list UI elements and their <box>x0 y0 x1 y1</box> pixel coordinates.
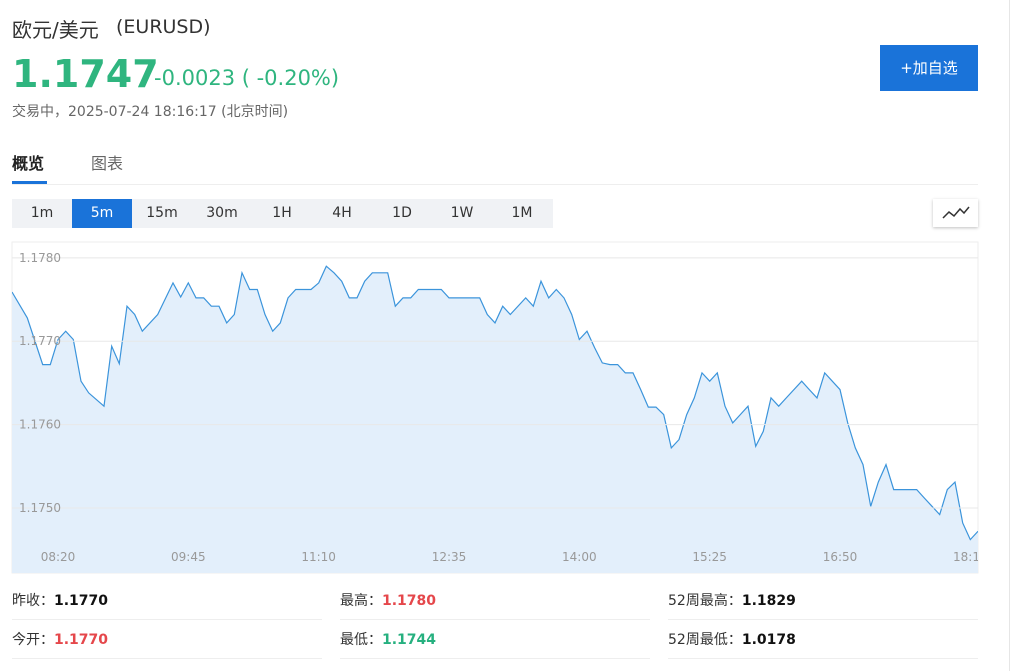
stat-divider <box>12 658 322 659</box>
stat-label: 今开： <box>12 632 54 648</box>
stat-divider <box>668 619 978 620</box>
tab[interactable]: 概览 <box>12 154 45 173</box>
price-line <box>12 265 978 541</box>
stat-item: 最低：1.1744 <box>340 629 436 649</box>
stat-value: 1.1780 <box>382 593 437 609</box>
stat-divider <box>668 658 978 659</box>
y-tick-label: 1.1760 <box>19 418 61 432</box>
stat-value: 1.1770 <box>54 632 109 648</box>
price-change: -0.0023 ( -0.20%) <box>154 66 340 90</box>
stat-item: 最高：1.1780 <box>340 590 436 610</box>
tab-divider <box>12 184 978 185</box>
interval-button[interactable]: 1W <box>450 205 474 221</box>
area-fill <box>12 266 978 573</box>
chart-style-icon <box>942 206 970 219</box>
interval-button[interactable]: 5m <box>72 199 132 228</box>
interval-button[interactable]: 1H <box>272 205 292 221</box>
x-tick-label: 12:35 <box>432 550 467 564</box>
y-tick-label: 1.1770 <box>19 334 61 348</box>
y-tick-label: 1.1750 <box>19 501 61 515</box>
chart-style-button[interactable] <box>933 199 978 227</box>
stat-divider <box>340 658 650 659</box>
stat-value: 1.0178 <box>741 632 796 648</box>
tab[interactable]: 图表 <box>91 154 124 173</box>
scroll-edge <box>1009 0 1010 671</box>
x-tick-label: 09:45 <box>171 550 206 564</box>
add-watchlist-button[interactable]: +加自选 <box>880 45 978 91</box>
stat-item: 52周最低：1.0178 <box>668 629 796 649</box>
stat-value: 1.1744 <box>382 632 437 648</box>
x-tick-label: 15:25 <box>692 550 727 564</box>
x-tick-label: 18:15 <box>953 550 988 564</box>
interval-button[interactable]: 15m <box>146 205 178 221</box>
x-tick-label: 11:10 <box>301 550 336 564</box>
y-tick-label: 1.1780 <box>19 251 61 265</box>
price: 1.1747 <box>12 52 159 96</box>
x-tick-label: 16:50 <box>823 550 858 564</box>
stat-value: 1.1829 <box>741 593 796 609</box>
chart: 1.1780 1.1770 1.1760 1.1750 08:20 09:45 11:10 1… <box>11 241 988 574</box>
stat-item: 今开：1.1770 <box>12 629 108 649</box>
stat-label: 52周最高： <box>668 593 742 609</box>
interval-button[interactable]: 1m <box>30 205 54 221</box>
interval-button[interactable]: 30m <box>206 205 238 221</box>
stat-item: 52周最高：1.1829 <box>668 590 796 610</box>
x-tick-label: 14:00 <box>562 550 597 564</box>
x-tick-label: 08:20 <box>41 550 76 564</box>
stat-label: 最低： <box>340 632 382 648</box>
stat-value: 1.1770 <box>54 593 109 609</box>
interval-button[interactable]: 1D <box>392 205 412 221</box>
instrument-code: (EURUSD) <box>116 16 211 38</box>
interval-button[interactable]: 4H <box>332 205 352 221</box>
interval-button[interactable]: 1M <box>511 205 533 221</box>
stat-divider <box>12 619 322 620</box>
plot: 1.1780 1.1770 1.1760 1.1750 08:20 09:45 11:10 1… <box>12 251 988 573</box>
stat-divider <box>340 619 650 620</box>
stat-label: 最高： <box>340 593 382 609</box>
stat-label: 昨收： <box>12 593 54 609</box>
stat-item: 昨收：1.1770 <box>12 590 108 610</box>
trade-status: 交易中，2025-07-24 18:16:17 (北京时间) <box>12 104 289 120</box>
stat-label: 52周最低： <box>668 632 742 648</box>
tab-underline <box>12 181 47 184</box>
instrument-name: 欧元/美元 <box>12 18 99 42</box>
